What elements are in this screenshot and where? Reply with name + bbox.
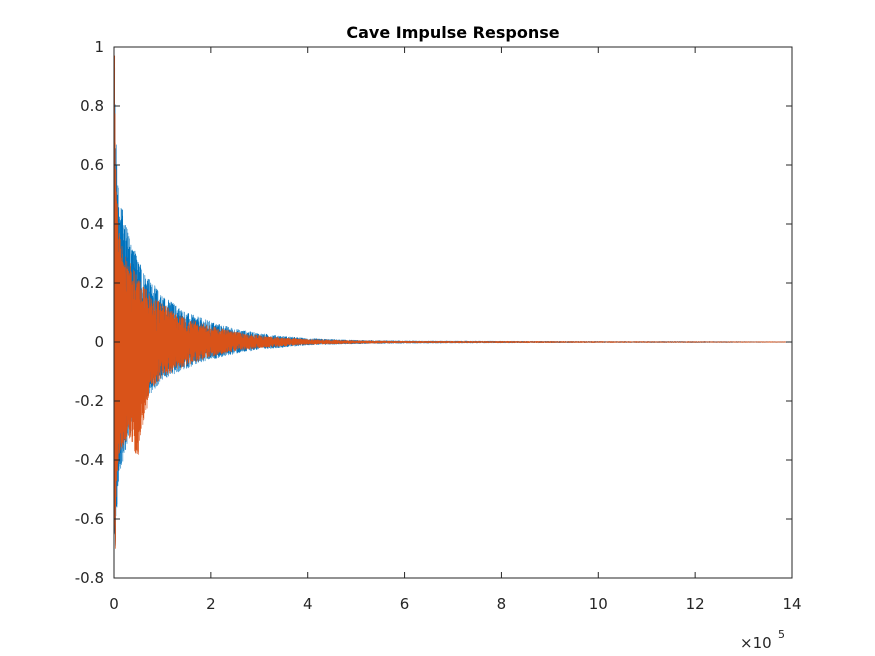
x-tick-label: 14 [782, 595, 801, 613]
y-tick-label: -0.2 [75, 392, 104, 410]
x-tick-label: 2 [206, 595, 216, 613]
y-tick-label: 0 [94, 333, 104, 351]
x-tick-label: 8 [497, 595, 507, 613]
axes: 0 2 4 6 8 10 12 14 -0.8 -0.6 -0.4 -0.2 0 0.2 0.4 0.6 0.8… [75, 38, 802, 613]
y-tick-label: 0.6 [80, 156, 104, 174]
y-tick-label: 0.8 [80, 97, 104, 115]
y-tick-label: 1 [94, 38, 104, 56]
x-exponent-power: 5 [778, 628, 785, 641]
x-tick-label: 0 [109, 595, 119, 613]
series-2-line [113, 55, 793, 549]
plot-area [113, 55, 793, 549]
x-tick-label: 6 [400, 595, 410, 613]
x-tick-label: 4 [303, 595, 313, 613]
y-tick-label: -0.8 [75, 569, 104, 587]
chart-title: Cave Impulse Response [346, 23, 559, 42]
x-exponent-base: ×10 [740, 634, 772, 652]
y-tick-label: -0.4 [75, 451, 104, 469]
x-axis-exponent: ×10 5 [740, 628, 785, 652]
y-tick-label: 0.4 [80, 215, 104, 233]
x-tick-label: 10 [589, 595, 608, 613]
y-tick-label: -0.6 [75, 510, 104, 528]
x-tick-label: 12 [686, 595, 705, 613]
y-tick-label: 0.2 [80, 274, 104, 292]
axes-box [113, 46, 793, 579]
